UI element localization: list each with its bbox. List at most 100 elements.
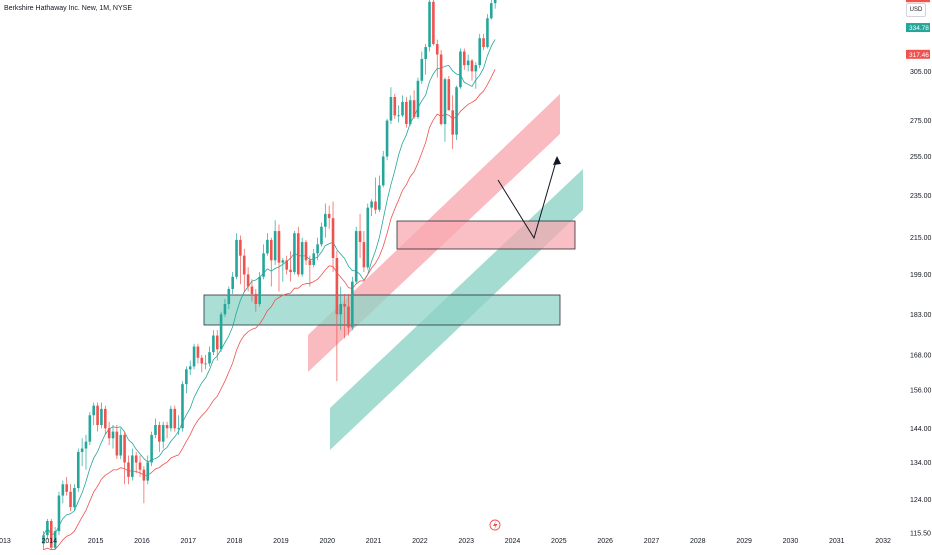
x-tick-label: 2019 bbox=[273, 538, 289, 545]
candle bbox=[84, 434, 88, 470]
candle bbox=[181, 381, 184, 432]
svg-text:334.78: 334.78 bbox=[909, 25, 929, 32]
chart-title: Berkshire Hathaway Inc. New, 1M, NYSE bbox=[4, 5, 132, 12]
candle bbox=[131, 448, 134, 481]
candle bbox=[231, 272, 234, 294]
y-tick-label: 115.50 bbox=[910, 531, 931, 538]
candle bbox=[424, 44, 427, 75]
ma-slow-line bbox=[43, 69, 496, 551]
candle bbox=[385, 118, 389, 161]
candle bbox=[451, 95, 454, 150]
candle bbox=[219, 311, 223, 353]
projection-path[interactable] bbox=[497, 157, 558, 240]
x-tick-label: 2018 bbox=[227, 538, 243, 545]
candle bbox=[196, 343, 200, 364]
candle bbox=[466, 54, 470, 72]
candle bbox=[354, 226, 358, 285]
candle bbox=[227, 286, 231, 310]
x-tick-label: 2022 bbox=[412, 538, 428, 545]
candle bbox=[134, 451, 138, 474]
candle bbox=[92, 402, 96, 425]
candle bbox=[169, 405, 173, 432]
y-tick-label: 156.00 bbox=[910, 388, 932, 395]
candle bbox=[242, 248, 246, 292]
candle bbox=[285, 255, 289, 275]
price-badge-ma-slow: 317.46 bbox=[906, 49, 930, 59]
candle bbox=[127, 455, 130, 485]
candle bbox=[119, 428, 123, 459]
y-tick-label: 275.00 bbox=[910, 118, 932, 125]
candle bbox=[459, 48, 462, 89]
x-tick-label: 2016 bbox=[134, 538, 150, 545]
candle bbox=[150, 431, 153, 467]
candle bbox=[69, 484, 72, 512]
candle bbox=[389, 87, 393, 125]
candle bbox=[246, 267, 250, 292]
x-tick-label: 2021 bbox=[366, 538, 382, 545]
candle bbox=[447, 76, 451, 111]
candle bbox=[408, 95, 412, 126]
candle bbox=[154, 418, 157, 439]
x-tick-label: 2026 bbox=[597, 538, 613, 545]
candle bbox=[208, 346, 211, 367]
candle bbox=[204, 354, 207, 370]
candle bbox=[254, 288, 258, 312]
candle bbox=[188, 360, 192, 376]
candle bbox=[351, 276, 354, 331]
y-tick-label: 255.00 bbox=[910, 154, 932, 161]
candle bbox=[416, 77, 420, 119]
candle bbox=[76, 448, 80, 492]
y-tick-label: 183.00 bbox=[910, 312, 932, 319]
candle bbox=[115, 424, 119, 459]
candle bbox=[262, 244, 265, 280]
x-tick-label: 2030 bbox=[783, 538, 799, 545]
candle bbox=[312, 248, 316, 268]
candle bbox=[462, 48, 466, 70]
x-tick-label: 2031 bbox=[829, 538, 845, 545]
candle bbox=[478, 33, 482, 69]
currency-button[interactable]: USD bbox=[906, 3, 926, 17]
candle bbox=[493, 0, 497, 9]
candle bbox=[308, 255, 312, 287]
candle bbox=[393, 93, 397, 119]
candle bbox=[65, 476, 68, 496]
candle bbox=[335, 251, 339, 382]
candle bbox=[258, 272, 261, 307]
ma-fast-line bbox=[43, 39, 496, 536]
x-tick-label: 2029 bbox=[736, 538, 752, 545]
candle bbox=[138, 455, 142, 477]
candle bbox=[304, 239, 308, 265]
price-badge-ma-fast: 334.78 bbox=[906, 23, 930, 33]
candle bbox=[111, 424, 115, 449]
y-tick-label: 124.00 bbox=[910, 497, 932, 504]
candle bbox=[192, 343, 196, 370]
candle bbox=[273, 220, 277, 265]
candle bbox=[266, 233, 269, 256]
candle bbox=[470, 59, 474, 81]
candle bbox=[455, 85, 458, 141]
support-zone[interactable] bbox=[203, 294, 561, 326]
candle bbox=[420, 51, 424, 84]
candle bbox=[428, 0, 431, 52]
candle bbox=[100, 402, 103, 429]
candle bbox=[374, 177, 377, 214]
candle bbox=[107, 421, 111, 446]
candle bbox=[73, 484, 76, 512]
x-tick-label: 2015 bbox=[88, 538, 104, 545]
candle bbox=[250, 279, 254, 302]
candle bbox=[358, 213, 362, 258]
candle bbox=[96, 402, 99, 432]
candle bbox=[161, 421, 165, 449]
candle bbox=[61, 480, 65, 504]
lightning-icon[interactable] bbox=[489, 519, 501, 531]
y-tick-label: 199.00 bbox=[910, 272, 932, 279]
candle bbox=[123, 431, 126, 485]
candle bbox=[381, 150, 385, 188]
y-tick-label: 235.00 bbox=[910, 193, 932, 200]
candle bbox=[200, 354, 204, 373]
resistance-zone[interactable] bbox=[396, 220, 576, 250]
candle bbox=[366, 203, 370, 270]
candle bbox=[88, 412, 92, 446]
